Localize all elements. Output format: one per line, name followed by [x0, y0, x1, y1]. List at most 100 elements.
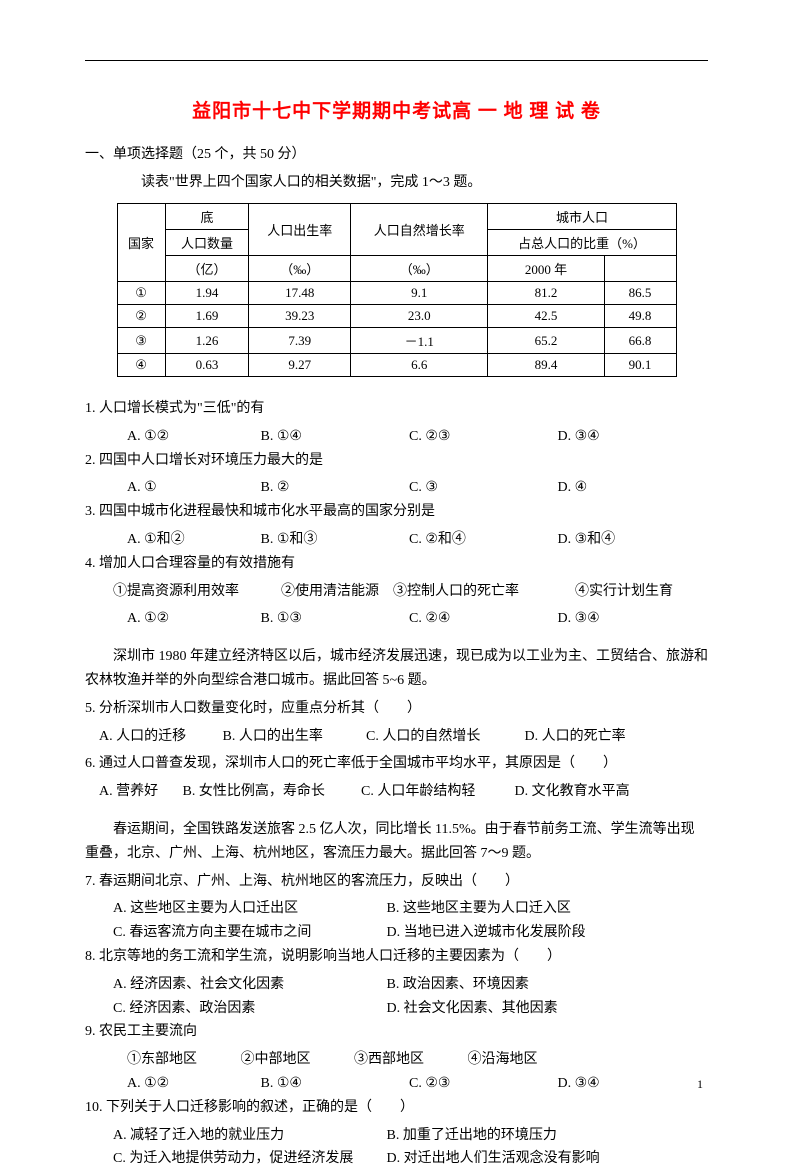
q5-opt-c: C. 人口的自然增长 [366, 725, 521, 749]
cell: 1.69 [165, 305, 249, 328]
q6-opt-d: D. 文化教育水平高 [515, 780, 630, 804]
cell: 86.5 [604, 282, 676, 305]
q10-line2: C. 为迁入地提供劳动力，促进经济发展 D. 对迁出地人们生活观念没有影响 [113, 1147, 708, 1171]
cell: 89.4 [488, 354, 604, 377]
q3-opt-c: C. ②和④ [409, 528, 554, 552]
q5-options: A. 人口的迁移 B. 人口的出生率 C. 人口的自然增长 D. 人口的死亡率 [99, 725, 708, 749]
cell: 42.5 [488, 305, 604, 328]
intro-text: 读表"世界上四个国家人口的相关数据"，完成 1～3 题。 [141, 171, 708, 191]
q9-item-3: ③西部地区 [354, 1048, 464, 1072]
cell: 0.63 [165, 354, 249, 377]
question-2: 2. 四国中人口增长对环境压力最大的是 [85, 449, 708, 473]
question-1: 1. 人口增长模式为"三低"的有 [85, 397, 708, 421]
q1-opt-a: A. ①② [127, 425, 257, 449]
cell: 9.27 [249, 354, 351, 377]
th-urban: 城市人口 [488, 204, 676, 230]
q9-items: ①东部地区 ②中部地区 ③西部地区 ④沿海地区 [127, 1048, 708, 1072]
q7-opt-b: B. 这些地区主要为人口迁入区 [387, 897, 571, 921]
q8-opt-d: D. 社会文化因素、其他因素 [387, 997, 558, 1021]
q4-opt-c: C. ②④ [409, 607, 554, 631]
q2-options: A. ① B. ② C. ③ D. ④ [127, 476, 708, 500]
q2-opt-d: D. ④ [558, 476, 588, 500]
unit-year: 2000 年 [488, 256, 604, 282]
th-pct: 占总人口的比重（%） [488, 230, 676, 256]
q6-opt-b: B. 女性比例高，寿命长 [183, 780, 358, 804]
question-7: 7. 春运期间北京、广州、上海、杭州地区的客流压力，反映出（ ） [85, 870, 708, 894]
q9-opt-a: A. ①② [127, 1072, 257, 1096]
cell: 49.8 [604, 305, 676, 328]
th-growth: 人口自然增长率 [351, 204, 488, 256]
q7-line1: A. 这些地区主要为人口迁出区 B. 这些地区主要为人口迁入区 [113, 897, 708, 921]
q4-items: ①提高资源利用效率 ②使用清洁能源 ③控制人口的死亡率 ④实行计划生育 [85, 580, 708, 604]
th-country: 国家 [117, 204, 165, 282]
passage-2: 春运期间，全国铁路发送旅客 2.5 亿人次，同比增长 11.5%。由于春节前务工… [85, 818, 708, 866]
q5-opt-a: A. 人口的迁移 [99, 725, 219, 749]
cell: 7.39 [249, 328, 351, 354]
th-pop: 人口数量 [165, 230, 249, 256]
q7-opt-a: A. 这些地区主要为人口迁出区 [113, 897, 383, 921]
q8-line2: C. 经济因素、政治因素 D. 社会文化因素、其他因素 [113, 997, 708, 1021]
q1-opt-d: D. ③④ [558, 425, 600, 449]
unit-yi: （亿） [165, 256, 249, 282]
cell: 6.6 [351, 354, 488, 377]
unit-permil1: （‰） [249, 256, 351, 282]
q9-opt-c: C. ②③ [409, 1072, 554, 1096]
q6-opt-c: C. 人口年龄结构轻 [361, 780, 511, 804]
q3-opt-a: A. ①和② [127, 528, 257, 552]
cell: 9.1 [351, 282, 488, 305]
q4-opt-b: B. ①③ [261, 607, 406, 631]
q10-opt-a: A. 减轻了迁入地的就业压力 [113, 1124, 383, 1148]
q1-options: A. ①② B. ①④ C. ②③ D. ③④ [127, 425, 708, 449]
q8-opt-c: C. 经济因素、政治因素 [113, 997, 383, 1021]
cell: 17.48 [249, 282, 351, 305]
cell: 39.23 [249, 305, 351, 328]
exam-title: 益阳市十七中下学期期中考试高 一 地 理 试 卷 [85, 96, 708, 123]
q7-opt-c: C. 春运客流方向主要在城市之间 [113, 921, 383, 945]
q3-opt-b: B. ①和③ [261, 528, 406, 552]
question-8: 8. 北京等地的务工流和学生流，说明影响当地人口迁移的主要因素为（ ） [85, 945, 708, 969]
data-table: 国家 底 人口出生率 人口自然增长率 城市人口 人口数量 占总人口的比重（%） … [117, 203, 677, 377]
question-3: 3. 四国中城市化进程最快和城市化水平最高的国家分别是 [85, 500, 708, 524]
question-6: 6. 通过人口普查发现，深圳市人口的死亡率低于全国城市平均水平，其原因是（ ） [85, 752, 708, 776]
cell: 23.0 [351, 305, 488, 328]
q2-opt-a: A. ① [127, 476, 257, 500]
q3-options: A. ①和② B. ①和③ C. ②和④ D. ③和④ [127, 528, 708, 552]
unit-permil2: （‰） [351, 256, 488, 282]
question-4: 4. 增加人口合理容量的有效措施有 [85, 552, 708, 576]
question-5: 5. 分析深圳市人口数量变化时，应重点分析其（ ） [85, 697, 708, 721]
q10-line1: A. 减轻了迁入地的就业压力 B. 加重了迁出地的环境压力 [113, 1124, 708, 1148]
q7-opt-d: D. 当地已进入逆城市化发展阶段 [387, 921, 586, 945]
q7-line2: C. 春运客流方向主要在城市之间 D. 当地已进入逆城市化发展阶段 [113, 921, 708, 945]
q10-opt-c: C. 为迁入地提供劳动力，促进经济发展 [113, 1147, 383, 1171]
q3-opt-d: D. ③和④ [558, 528, 616, 552]
q2-opt-b: B. ② [261, 476, 406, 500]
cell: ③ [117, 328, 165, 354]
cell: 1.26 [165, 328, 249, 354]
cell: 81.2 [488, 282, 604, 305]
cell: ① [117, 282, 165, 305]
th-bottom: 底 [165, 204, 249, 230]
q9-opt-b: B. ①④ [261, 1072, 406, 1096]
question-9: 9. 农民工主要流向 [85, 1020, 708, 1044]
q8-line1: A. 经济因素、社会文化因素 B. 政治因素、环境因素 [113, 973, 708, 997]
passage-1: 深圳市 1980 年建立经济特区以后，城市经济发展迅速，现已成为以工业为主、工贸… [85, 645, 708, 693]
q4-opt-a: A. ①② [127, 607, 257, 631]
cell: ④ [117, 354, 165, 377]
th-birth: 人口出生率 [249, 204, 351, 256]
question-10: 10. 下列关于人口迁移影响的叙述，正确的是（ ） [85, 1096, 708, 1120]
q1-opt-c: C. ②③ [409, 425, 554, 449]
unit-blank [604, 256, 676, 282]
cell: 66.8 [604, 328, 676, 354]
q6-opt-a: A. 营养好 [99, 780, 179, 804]
q2-opt-c: C. ③ [409, 476, 554, 500]
section-header: 一、单项选择题（25 个，共 50 分） [85, 143, 708, 163]
q10-opt-d: D. 对迁出地人们生活观念没有影响 [387, 1147, 600, 1171]
cell: 65.2 [488, 328, 604, 354]
q5-opt-d: D. 人口的死亡率 [525, 725, 626, 749]
q6-options: A. 营养好 B. 女性比例高，寿命长 C. 人口年龄结构轻 D. 文化教育水平… [99, 780, 708, 804]
q5-opt-b: B. 人口的出生率 [223, 725, 363, 749]
q9-opt-d: D. ③④ [558, 1072, 600, 1096]
q9-options: A. ①② B. ①④ C. ②③ D. ③④ [127, 1072, 708, 1096]
cell: －1.1 [351, 328, 488, 354]
q9-item-1: ①东部地区 [127, 1048, 237, 1072]
